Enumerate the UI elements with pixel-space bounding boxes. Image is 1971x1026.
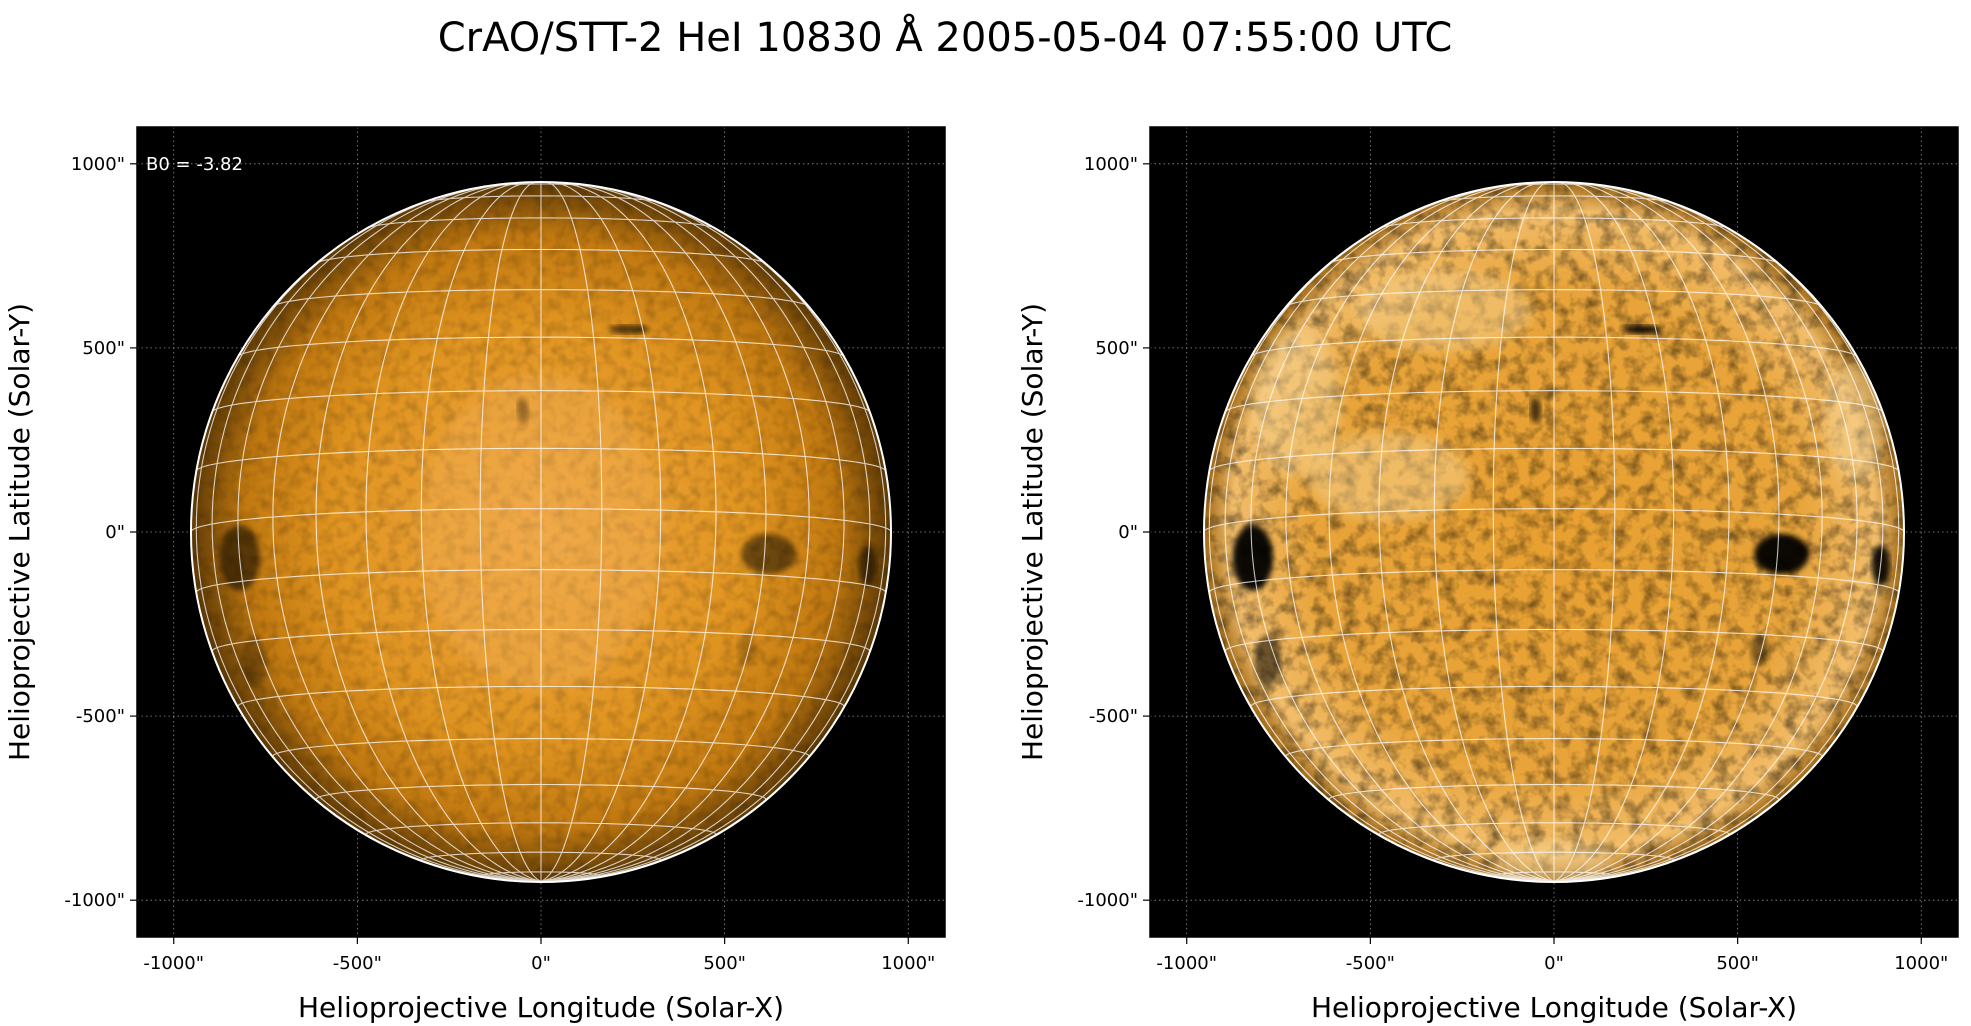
- panel-right: -1000" -500" 0" 500" 1000" 1000" 500" 0" -500" -1…: [1016, 126, 1959, 1024]
- y-tick-label: -500": [76, 706, 125, 727]
- x-tick-label: 1000": [1894, 953, 1948, 974]
- figure-title: CrAO/STT-2 HeI 10830 Å 2005-05-04 07:55:…: [437, 15, 1453, 61]
- x-axis-label: Helioprojective Longitude (Solar-X): [1311, 991, 1797, 1024]
- x-tick-label: -500": [333, 953, 382, 974]
- limb-circle: [189, 180, 893, 884]
- y-axis-label: Helioprojective Latitude (Solar-Y): [1016, 303, 1049, 761]
- y-tick-label: 1000": [1084, 154, 1138, 175]
- x-tick-label: -1000": [143, 953, 204, 974]
- y-tick-label: -500": [1089, 706, 1138, 727]
- y-tick-label: 500": [1095, 338, 1138, 359]
- x-tick-label: 500": [1716, 953, 1759, 974]
- x-tick-label: -500": [1346, 953, 1395, 974]
- y-tick-label: 0": [1118, 522, 1138, 543]
- y-tick-label: -1000": [1077, 890, 1138, 911]
- b0-annotation: B0 = -3.82: [146, 154, 243, 175]
- x-tick-label: 1000": [881, 953, 935, 974]
- solar-disk: [190, 181, 892, 883]
- y-tick-label: -1000": [64, 890, 125, 911]
- panel-left: -1000" -500" 0" 500" 1000" 1000" 500" 0" -500" -1…: [3, 126, 946, 1024]
- y-tick-label: 500": [82, 338, 125, 359]
- x-tick-label: 0": [531, 953, 551, 974]
- x-tick-label: 0": [1544, 953, 1564, 974]
- y-axis-label: Helioprojective Latitude (Solar-Y): [3, 303, 36, 761]
- heliographic-grid: [1203, 181, 1905, 882]
- y-tick-label: 0": [105, 522, 125, 543]
- limb-circle: [1202, 180, 1906, 884]
- y-tick-label: 1000": [71, 154, 125, 175]
- solar-disk: [1203, 181, 1905, 883]
- x-tick-label: -1000": [1156, 953, 1217, 974]
- x-axis-label: Helioprojective Longitude (Solar-X): [298, 991, 784, 1024]
- x-tick-label: 500": [703, 953, 746, 974]
